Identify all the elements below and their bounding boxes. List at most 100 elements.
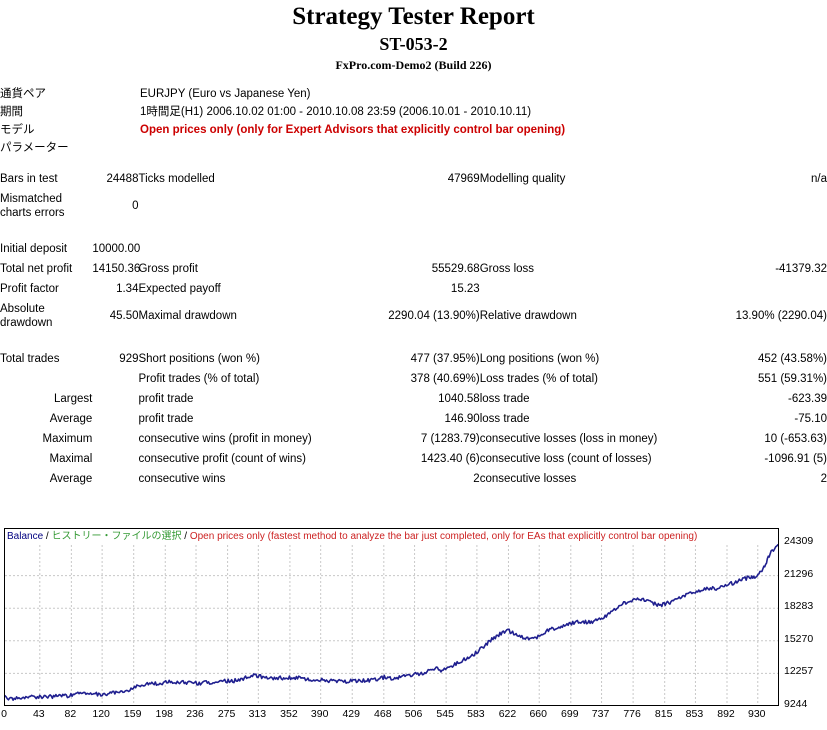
x-axis-tick-label: 82 (64, 708, 77, 720)
table-row: Average consecutive wins 2 consecutive l… (0, 469, 827, 489)
x-axis-tick-label: 930 (747, 708, 766, 720)
meta-row-symbol: 通貨ペア EURJPY (Euro vs Japanese Yen) (0, 85, 827, 103)
stat-label: Mismatched charts errors (0, 193, 65, 219)
x-axis-tick-label: 660 (529, 708, 547, 720)
x-axis-tick-label: 198 (155, 708, 174, 720)
stat-label: profit trade (138, 413, 194, 425)
x-axis-tick-label: 352 (280, 708, 298, 720)
table-row: Average profit trade 146.90 loss trade -… (0, 409, 827, 429)
x-axis-tick-label: 853 (685, 708, 704, 720)
table-row: Total trades 929 Short positions (won %)… (0, 349, 827, 369)
stat-label: Ticks modelled (138, 173, 215, 185)
x-axis-tick-label: 468 (374, 708, 392, 720)
x-axis-tick-label: 737 (591, 708, 610, 720)
stat-label (480, 189, 721, 223)
stat-label: Total net profit (0, 263, 73, 275)
stat-label: Average (49, 413, 93, 425)
stat-value (721, 189, 827, 223)
meta-label-parameters: パラメーター (0, 142, 69, 154)
y-axis-tick-label: 24309 (784, 535, 814, 547)
x-axis-tick-label: 622 (498, 708, 517, 720)
chart-plot-frame: Balance / ヒストリー・ファイルの選択 / Open prices on… (4, 528, 779, 706)
y-axis-tick-label: 9244 (784, 698, 808, 710)
stat-label: Initial deposit (0, 243, 68, 255)
stat-value: 7 (1283.79) (420, 433, 480, 445)
stat-value (92, 469, 138, 489)
meta-row-parameters: パラメーター (0, 139, 827, 157)
stat-value (92, 409, 138, 429)
stat-label: Loss trades (% of total) (479, 373, 598, 385)
stat-label: Modelling quality (479, 173, 566, 185)
x-axis-tick-label: 43 (32, 708, 45, 720)
stat-label (138, 189, 379, 223)
stat-value: 551 (59.31%) (757, 373, 827, 385)
chart-legend: Balance / ヒストリー・ファイルの選択 / Open prices on… (7, 530, 698, 543)
stat-label: Maximum (42, 433, 93, 445)
table-row: Mismatched charts errors 0 (0, 189, 827, 223)
stat-label: profit trade (138, 393, 194, 405)
x-axis-tick-label: 120 (92, 708, 110, 720)
equity-curve-plot (5, 543, 778, 705)
stat-value (379, 189, 479, 223)
balance-line (5, 543, 778, 701)
stat-label: Maximal (49, 453, 93, 465)
stat-label (480, 239, 721, 259)
table-row: Profit factor 1.34 Expected payoff 15.23 (0, 279, 827, 299)
stat-value (92, 389, 138, 409)
x-axis-tick-label: 236 (186, 708, 204, 720)
stat-value: 47969 (447, 173, 480, 185)
stat-value: 45.50 (109, 310, 139, 322)
legend-separator-1: / (45, 531, 49, 542)
legend-balance-label: Balance (7, 531, 44, 542)
y-axis-tick-label: 18283 (784, 600, 814, 613)
table-spacer (0, 223, 827, 239)
report-header: Strategy Tester Report ST-053-2 FxPro.co… (0, 0, 827, 73)
x-axis-tick-label: 506 (404, 708, 423, 720)
stat-value (92, 369, 138, 389)
stat-value: 0 (132, 200, 139, 212)
stat-value: 477 (37.95%) (410, 353, 480, 365)
stat-label: loss trade (479, 393, 530, 405)
stat-label: Profit factor (0, 283, 59, 295)
stat-value: 10 (-653.63) (764, 433, 827, 445)
x-axis-tick-label: 815 (654, 708, 673, 720)
stat-label: consecutive profit (count of wins) (138, 453, 306, 465)
table-row: Profit trades (% of total) 378 (40.69%) … (0, 369, 827, 389)
x-axis-tick-label: 275 (217, 708, 236, 720)
stat-value: 2 (820, 473, 827, 485)
stat-label: consecutive losses (479, 473, 577, 485)
stat-label: Maximal drawdown (138, 310, 237, 322)
table-spacer (0, 333, 827, 349)
stat-label: Relative drawdown (479, 310, 577, 322)
report-meta-table: 通貨ペア EURJPY (Euro vs Japanese Yen) 期間 1時… (0, 85, 827, 157)
stat-value: 1.34 (116, 283, 139, 295)
x-axis-tick-label: 699 (561, 708, 579, 720)
meta-value-model: Open prices only (only for Expert Adviso… (140, 124, 566, 136)
table-row: Maximum consecutive wins (profit in mone… (0, 429, 827, 449)
x-axis-tick-label: 390 (310, 708, 329, 720)
x-axis-tick-label: 429 (342, 708, 360, 720)
page-title: Strategy Tester Report (292, 3, 535, 30)
stat-value: -623.39 (787, 393, 827, 405)
stat-label: Absolute drawdown (0, 303, 53, 329)
stat-label: consecutive wins (profit in money) (138, 433, 312, 445)
stat-label: consecutive loss (count of losses) (479, 453, 652, 465)
stat-label: Bars in test (0, 173, 58, 185)
stat-value: 378 (40.69%) (410, 373, 480, 385)
stat-label: Total trades (0, 353, 60, 365)
stat-value: n/a (811, 173, 827, 185)
stat-value (721, 239, 827, 259)
stat-value: 10000.00 (92, 243, 141, 255)
legend-history-file-label[interactable]: ヒストリー・ファイルの選択 (51, 531, 182, 542)
table-row: Initial deposit 10000.00 (0, 239, 827, 259)
stat-label: Profit trades (% of total) (138, 373, 260, 385)
stat-value: 1040.58 (438, 393, 480, 405)
x-axis-tick-label: 313 (248, 708, 267, 720)
broker-build-line: FxPro.com-Demo2 (Build 226) (335, 58, 492, 72)
meta-label-symbol: 通貨ペア (0, 88, 46, 100)
stat-value: 55529.68 (431, 263, 480, 275)
stat-value: -41379.32 (775, 263, 827, 275)
stat-value: 929 (119, 353, 139, 365)
x-axis-tick-label: 159 (123, 708, 142, 720)
meta-label-model: モデル (0, 124, 35, 136)
